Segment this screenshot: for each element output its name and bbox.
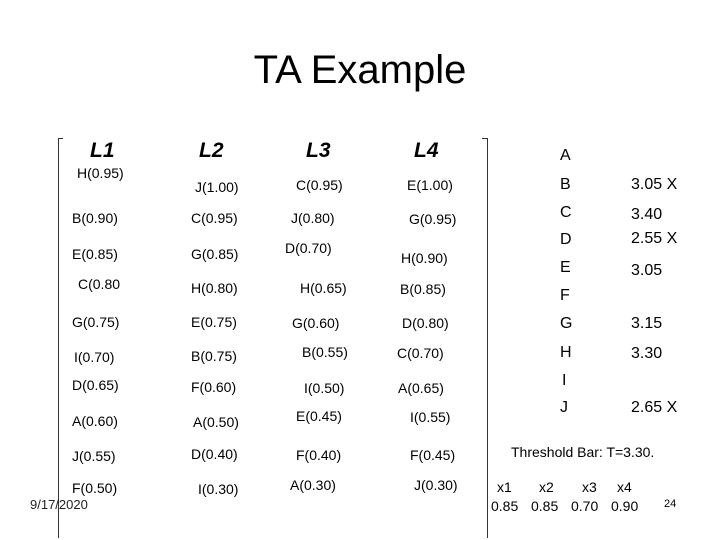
result-score: 2.65 X — [631, 399, 678, 416]
x-value: 0.85 — [531, 498, 559, 514]
table-right-border — [487, 138, 488, 538]
l1-entry: E(0.85) — [72, 246, 118, 262]
table-top-border-right — [482, 138, 488, 139]
l4-entry: A(0.65) — [398, 380, 444, 396]
x-label: x4 — [617, 479, 632, 495]
header-l2: L2 — [199, 139, 224, 162]
x-label: x3 — [582, 479, 597, 495]
l3-entry: E(0.45) — [296, 408, 342, 424]
l3-entry: A(0.30) — [290, 477, 336, 493]
header-l1: L1 — [90, 139, 115, 162]
l4-entry: F(0.45) — [410, 447, 456, 463]
l1-entry: C(0.80 — [78, 276, 121, 292]
l2-entry: G(0.85) — [191, 246, 239, 262]
page-number: 24 — [664, 498, 677, 510]
result-score: 3.05 — [631, 262, 663, 279]
table-top-border — [58, 138, 63, 139]
x-label: x1 — [497, 479, 512, 495]
l3-entry: G(0.60) — [292, 315, 340, 331]
l2-entry: E(0.75) — [191, 314, 237, 330]
header-l3: L3 — [306, 139, 331, 162]
x-value: 0.90 — [611, 498, 639, 514]
l4-entry: J(0.30) — [414, 477, 458, 493]
result-object: G — [560, 315, 573, 332]
l4-entry: G(0.95) — [409, 211, 457, 227]
slide-date: 9/17/2020 — [30, 497, 88, 512]
l3-entry: J(0.80) — [291, 210, 335, 226]
l4-entry: B(0.85) — [400, 281, 446, 297]
l3-entry: F(0.40) — [296, 447, 342, 463]
l2-entry: B(0.75) — [191, 348, 237, 364]
l3-entry: D(0.70) — [285, 240, 332, 256]
l2-entry: D(0.40) — [191, 446, 238, 462]
l4-entry: H(0.90) — [401, 250, 448, 266]
l3-entry: B(0.55) — [302, 344, 348, 360]
l1-entry: G(0.75) — [72, 314, 120, 330]
l1-entry: H(0.95) — [77, 165, 124, 181]
l1-entry: A(0.60) — [72, 413, 118, 429]
result-object: D — [560, 231, 572, 248]
slide-title: TA Example — [253, 48, 467, 92]
l4-entry: D(0.80) — [402, 315, 449, 331]
table-left-border — [58, 138, 59, 538]
x-value: 0.70 — [571, 498, 599, 514]
result-score: 3.05 X — [631, 176, 678, 193]
result-object: F — [560, 287, 570, 304]
result-object: E — [560, 259, 571, 276]
l3-entry: H(0.65) — [300, 280, 347, 296]
result-object: A — [560, 147, 571, 164]
l4-entry: I(0.55) — [410, 409, 451, 425]
result-object: J — [560, 399, 568, 416]
l2-entry: C(0.95) — [191, 210, 238, 226]
l1-entry: I(0.70) — [74, 349, 115, 365]
result-object: B — [560, 176, 571, 193]
l2-entry: I(0.30) — [198, 481, 239, 497]
l1-entry: B(0.90) — [72, 210, 118, 226]
threshold-text: Threshold Bar: T=3.30. — [511, 444, 655, 460]
result-object: I — [562, 372, 567, 389]
x-label: x2 — [539, 479, 554, 495]
result-score: 2.55 X — [631, 230, 678, 247]
l4-entry: E(1.00) — [407, 177, 453, 193]
l3-entry: I(0.50) — [304, 380, 345, 396]
result-score: 3.40 — [631, 206, 663, 223]
l2-entry: J(1.00) — [195, 179, 239, 195]
l2-entry: F(0.60) — [191, 379, 237, 395]
l1-entry: D(0.65) — [72, 377, 119, 393]
result-score: 3.15 — [631, 315, 663, 332]
l4-entry: C(0.70) — [397, 345, 444, 361]
result-object: H — [560, 344, 572, 361]
result-object: C — [560, 204, 572, 221]
l3-entry: C(0.95) — [296, 177, 343, 193]
l2-entry: H(0.80) — [191, 280, 238, 296]
result-score: 3.30 — [631, 345, 663, 362]
x-value: 0.85 — [491, 498, 519, 514]
header-l4: L4 — [414, 139, 439, 162]
l1-entry: F(0.50) — [72, 480, 118, 496]
l1-entry: J(0.55) — [72, 448, 116, 464]
l2-entry: A(0.50) — [193, 414, 239, 430]
